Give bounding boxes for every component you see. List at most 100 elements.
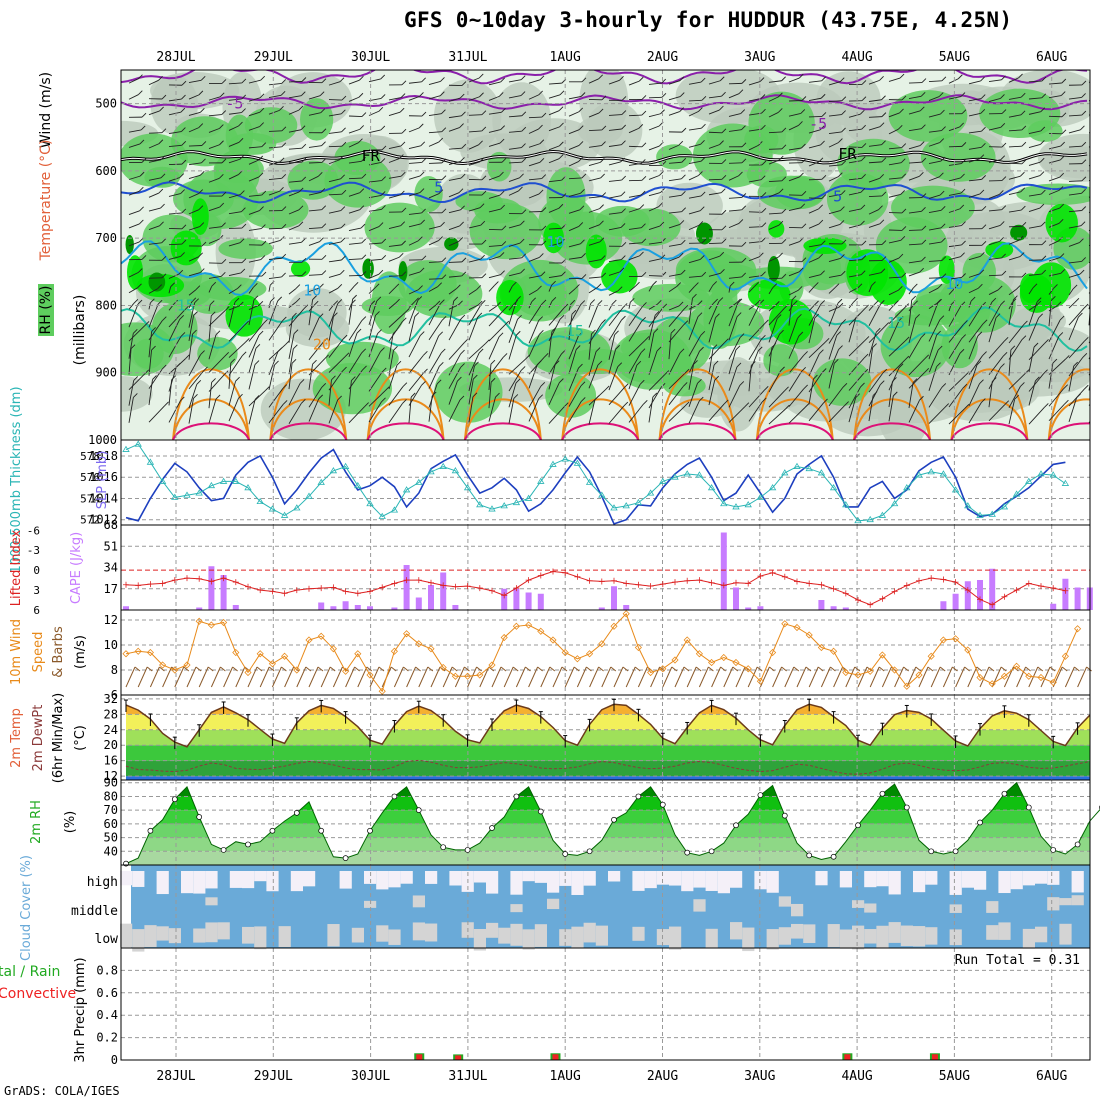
wind-barb-flag [758, 141, 763, 146]
rh-marker [684, 849, 691, 856]
wind-barb [828, 387, 844, 407]
wind-barb-flag [881, 157, 887, 163]
wind-barb [788, 355, 804, 374]
cape-bar [208, 566, 215, 610]
wind-barb [888, 381, 893, 408]
wind-barb [748, 303, 757, 310]
li-marker [513, 585, 520, 592]
wind-barb [248, 364, 256, 390]
wind-barb-flag [601, 192, 607, 197]
wind-barb-flag [481, 175, 487, 181]
wind-barb [448, 177, 462, 181]
wind-barb-flag [490, 359, 496, 365]
wind-barb-flag [241, 94, 247, 100]
cloud-low-gap [669, 926, 682, 950]
wind-barb [508, 177, 520, 182]
wind-barb [648, 241, 662, 245]
wind-barb [568, 226, 579, 232]
cape-bar [720, 532, 727, 610]
wind-barb-10m [174, 666, 185, 688]
wind-barb [868, 116, 882, 118]
wind-barb [968, 146, 982, 150]
wind-barb [928, 287, 939, 294]
wind-barb [568, 349, 577, 374]
wind-barb [148, 303, 159, 328]
wind-barb [908, 400, 920, 423]
wind-barb-flag [253, 282, 258, 288]
wind-barb-flag [541, 299, 547, 305]
wind-barb-flag [901, 95, 907, 101]
wind-barb [428, 193, 440, 199]
wind-barb-flag [601, 141, 606, 146]
wind-barb [668, 273, 682, 277]
wind-barb [408, 372, 424, 392]
wind-barb [708, 285, 714, 292]
wind-barb [468, 77, 480, 83]
wind-barb-flag [410, 392, 416, 398]
wind-barb [328, 287, 339, 294]
wind-barb-flag [137, 268, 143, 273]
wind-barb-flag [1043, 403, 1049, 408]
rh-marker [977, 819, 983, 826]
wind-barb [948, 192, 962, 196]
wind-barb [808, 197, 822, 199]
cloud-high-gap [669, 871, 682, 886]
wind-barb [808, 286, 815, 293]
wind-barb-flag [580, 300, 586, 305]
cloud-low-gap [998, 922, 1011, 940]
wind-barb-flag [578, 363, 583, 369]
li-marker [733, 579, 739, 586]
wind-barb-flag [352, 294, 357, 300]
wind-barb-flag [1036, 297, 1042, 303]
wind-barb [688, 286, 695, 293]
wind-barb [848, 259, 862, 262]
rh-marker [513, 793, 520, 800]
wind-barb [928, 160, 942, 165]
wind-barb [608, 387, 625, 406]
wind-barb-flag [781, 273, 787, 279]
wind-barb-flag [1040, 107, 1046, 112]
wind-barb [848, 208, 862, 212]
wind-barb [988, 79, 1002, 83]
cloud-mid-gap [205, 897, 218, 906]
wind-barb-flag [881, 112, 887, 117]
wind-barb-flag [982, 351, 987, 356]
contour-label: FR [838, 145, 857, 163]
wind-barb [508, 161, 522, 164]
wind-speed-marker [732, 658, 740, 667]
tick-label: 10 [104, 638, 118, 652]
wind-barb [768, 96, 779, 102]
wind-barb [548, 364, 556, 390]
wind-barb [628, 255, 640, 261]
thickness-marker [537, 477, 545, 484]
wind-barb-flag [259, 122, 264, 127]
wind-barb [528, 364, 538, 389]
wind-barb-flag [1036, 300, 1042, 306]
wind-barb [468, 207, 481, 212]
wind-barb [1068, 260, 1082, 264]
li-marker [318, 585, 325, 592]
wind-barb [168, 193, 181, 197]
wind-barb [1088, 100, 1090, 102]
wind-speed-marker [891, 666, 899, 674]
wind-barb-flag [601, 95, 607, 101]
wind-speed-marker [146, 648, 154, 657]
wind-barb-flag [679, 348, 685, 354]
wind-barb [648, 396, 654, 423]
thickness-marker [732, 503, 740, 510]
wind-barb [648, 374, 666, 391]
wind-barb-flag [680, 269, 686, 275]
wind-barb [988, 341, 1005, 359]
wind-barb-flag [401, 80, 407, 86]
wind-barb-flag [641, 272, 647, 277]
wind-barb [228, 242, 241, 247]
thickness-marker [671, 473, 679, 480]
wind-barb [308, 95, 321, 100]
wind-barb [828, 302, 839, 327]
wind-barb-flag [662, 303, 668, 309]
wind-barb [348, 258, 362, 260]
cloud-low-gap [852, 925, 865, 950]
wind-barb [688, 160, 702, 165]
wind-barb-flag [759, 299, 765, 305]
wind-barb [508, 398, 515, 424]
